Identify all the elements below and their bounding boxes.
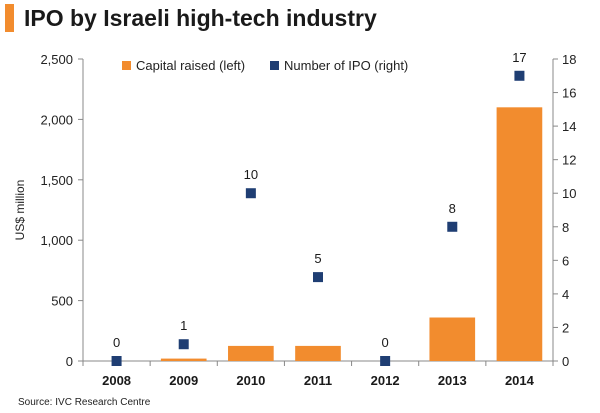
title-accent-bar [5,4,14,32]
ipo-marker [313,272,323,283]
legend-swatch-capital [122,61,131,70]
y-left-tick-label: 2,000 [40,112,73,127]
bar [429,317,476,361]
y-left-tick-label: 2,500 [40,52,73,67]
y-right-tick-label: 2 [562,320,569,335]
ipo-marker [447,221,458,232]
x-tick-label: 2013 [438,373,467,388]
y-right-tick-label: 12 [562,153,576,168]
bar [496,107,543,361]
legend-label-capital: Capital raised (left) [136,58,245,73]
bar [160,358,207,361]
bar [228,345,274,361]
y-right-tick-label: 6 [562,253,569,268]
source-note: Source: IVC Research Centre [18,397,151,408]
y-right-tick-label: 0 [562,354,569,369]
data-label: 0 [113,335,120,350]
ipo-marker [111,356,122,366]
data-label: 1 [180,318,187,333]
bar [295,345,341,361]
ipo-marker [514,70,525,81]
y-right-tick-label: 8 [562,220,569,235]
y-right-tick-label: 4 [562,287,569,302]
x-tick-label: 2012 [371,373,400,388]
data-label: 10 [244,167,258,182]
data-label: 5 [314,251,321,266]
y-right-tick-label: 10 [562,186,576,201]
x-tick-label: 2011 [304,373,332,388]
x-tick-label: 2008 [102,373,131,388]
ipo-marker [245,188,256,199]
y-left-tick-label: 500 [51,294,73,309]
y-left-tick-label: 1,000 [40,233,73,248]
data-label: 17 [512,50,526,65]
x-tick-label: 2009 [169,373,198,388]
y-left-tick-label: 0 [66,354,73,369]
legend-swatch-ipo [270,61,279,70]
y-right-tick-label: 16 [562,86,576,101]
data-label: 0 [382,335,389,350]
y-right-tick-label: 14 [562,119,576,134]
y-axis-title: US$ million [13,180,27,241]
legend-label-ipo: Number of IPO (right) [284,58,408,73]
x-tick-label: 2010 [236,373,265,388]
data-label: 8 [449,201,456,216]
ipo-marker [380,356,391,366]
x-tick-label: 2014 [505,373,535,388]
y-left-tick-label: 1,500 [40,173,73,188]
ipo-marker [178,339,189,350]
chart-title: IPO by Israeli high-tech industry [24,5,377,31]
y-right-tick-label: 18 [562,52,576,67]
